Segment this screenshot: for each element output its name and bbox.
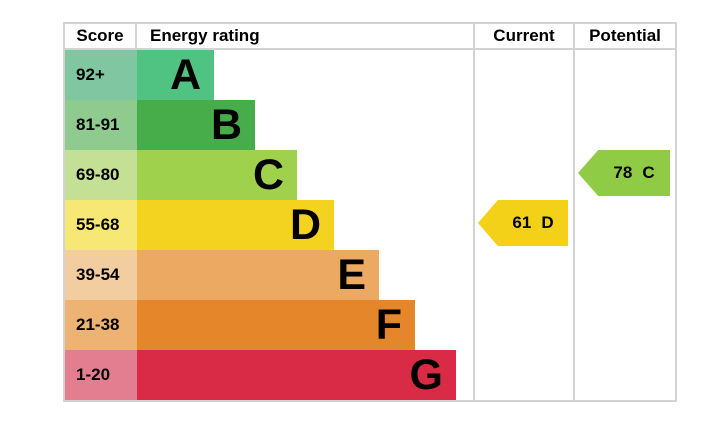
rating-bar-g: G — [137, 350, 456, 400]
score-range-a: 92+ — [65, 50, 137, 100]
header-energy-rating: Energy rating — [150, 26, 260, 45]
band-row-e: 39-54 E — [65, 250, 675, 300]
rating-bar-a: A — [137, 50, 214, 100]
current-rating-arrow: 61 D — [478, 200, 568, 246]
score-range-g: 1-20 — [65, 350, 137, 400]
band-row-a: 92+ A — [65, 50, 675, 100]
header-score: Score — [65, 24, 137, 48]
grade-letter-e: E — [337, 251, 366, 299]
potential-score-value: 78 — [613, 163, 633, 182]
current-score-value: 61 — [512, 213, 532, 232]
grade-letter-a: A — [169, 51, 201, 99]
grade-letter-d: D — [289, 201, 321, 249]
band-row-f: 21-38 F — [65, 300, 675, 350]
rating-bar-b: B — [137, 100, 255, 150]
rating-bar-d: D — [137, 200, 334, 250]
band-row-g: 1-20 G — [65, 350, 675, 400]
current-grade: D — [541, 213, 554, 232]
band-row-d: 55-68 D — [65, 200, 675, 250]
rating-bar-e: E — [137, 250, 379, 300]
header-row: Score Energy rating Current Potential — [65, 24, 675, 50]
band-row-b: 81-91 B — [65, 100, 675, 150]
epc-table: Score Energy rating Current Potential 92… — [63, 22, 677, 402]
header-potential: Potential — [573, 24, 675, 48]
grade-letter-c: C — [252, 151, 284, 199]
header-current: Current — [473, 24, 573, 48]
band-row-c: 69-80 C — [65, 150, 675, 200]
rating-bar-c: C — [137, 150, 297, 200]
rating-bar-f: F — [137, 300, 415, 350]
potential-grade: C — [642, 163, 655, 182]
grade-letter-f: F — [375, 301, 402, 349]
grade-letter-b: B — [210, 101, 242, 149]
score-range-d: 55-68 — [65, 200, 137, 250]
score-range-e: 39-54 — [65, 250, 137, 300]
potential-rating-arrow: 78 C — [578, 150, 670, 196]
grade-letter-g: G — [409, 351, 443, 399]
score-range-b: 81-91 — [65, 100, 137, 150]
score-range-f: 21-38 — [65, 300, 137, 350]
score-range-c: 69-80 — [65, 150, 137, 200]
